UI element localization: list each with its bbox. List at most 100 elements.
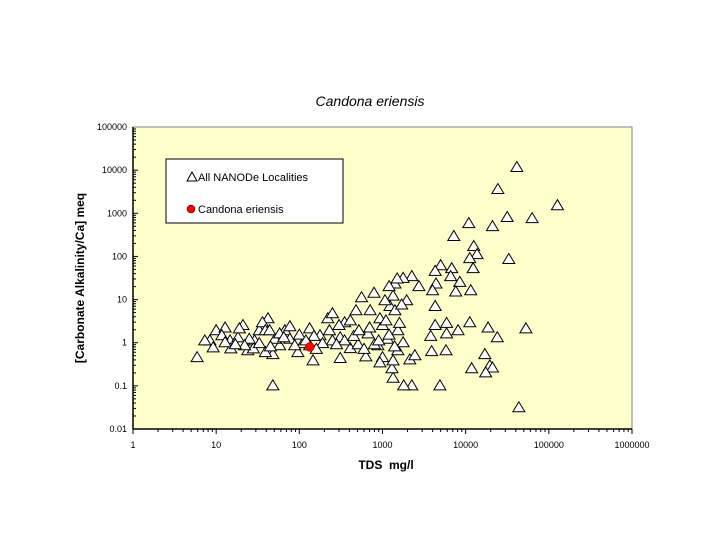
data-point-triangle <box>525 211 540 224</box>
x-tick-label: 1000 <box>372 440 392 450</box>
data-point-triangle <box>382 328 396 340</box>
data-point-triangle <box>306 353 320 366</box>
data-point-triangle <box>387 339 402 352</box>
data-point-triangle <box>287 338 302 351</box>
data-point-triangle <box>258 345 273 358</box>
data-point-triangle <box>462 315 477 328</box>
data-point-triangle <box>425 283 440 296</box>
data-point-triangle <box>237 338 252 351</box>
data-point-triangle <box>363 303 378 316</box>
legend-label-candona: Candona eriensis <box>198 204 284 216</box>
data-point-triangle <box>386 353 400 366</box>
x-axis-label: TDS mg/l <box>358 458 413 472</box>
data-point-triangle <box>485 219 500 232</box>
x-tick-labels: 1 10 100 1000 10000 100000 1000000 <box>130 440 649 450</box>
data-point-triangle <box>404 269 419 282</box>
data-point-triangle <box>462 251 477 264</box>
data-point-triangle <box>218 335 232 348</box>
data-point-triangle <box>446 229 461 241</box>
data-point-triangle <box>197 333 212 346</box>
y-tick-label: 10000 <box>102 165 127 175</box>
data-point-triangle <box>263 339 278 352</box>
data-point-triangle <box>349 303 363 316</box>
data-point-triangle <box>386 371 400 383</box>
data-point-triangle <box>351 323 366 336</box>
data-point-triangle <box>451 323 465 336</box>
data-point-triangle <box>511 400 526 413</box>
data-point-triangle <box>390 323 405 336</box>
data-point-triangle <box>265 378 280 391</box>
x-tick-label: 1 <box>130 440 135 450</box>
data-point-triangle <box>382 279 396 292</box>
data-point-triangle <box>433 258 448 271</box>
y-axis-label: [Carbonate Alkalinity/Ca] meq <box>73 193 87 363</box>
data-point-triangle <box>490 330 505 343</box>
data-point-triangle <box>478 365 493 378</box>
data-point-triangle <box>329 337 344 350</box>
data-point-triangle <box>394 297 409 310</box>
data-point-triangle <box>325 306 340 319</box>
data-point-triangle <box>367 286 381 298</box>
data-point-triangle <box>290 345 305 358</box>
data-point-triangle <box>448 285 463 297</box>
data-point-triangle <box>519 321 533 334</box>
data-point-triangle <box>428 299 443 312</box>
data-point-triangle <box>485 360 500 373</box>
data-point-triangle <box>307 329 321 341</box>
data-point-triangle <box>392 316 407 328</box>
data-point-triangle <box>357 342 371 354</box>
data-point-triangle <box>292 328 307 340</box>
legend: All NANODe Localities Candona eriensis <box>165 158 344 224</box>
data-point-triangle <box>385 361 399 374</box>
data-point-triangle <box>509 160 524 173</box>
x-tick-label: 10000 <box>453 440 478 450</box>
data-point-triangle <box>500 210 515 222</box>
data-point-triangle <box>276 330 291 343</box>
data-point-triangle <box>358 349 373 362</box>
data-point-triangle <box>386 289 400 301</box>
data-point-triangle <box>332 318 346 331</box>
data-point-triangle <box>439 343 453 356</box>
data-point-triangle <box>466 239 481 251</box>
y-tick-label: 1000 <box>107 208 127 218</box>
data-point-triangle <box>232 321 247 334</box>
x-tick-label: 10 <box>211 440 221 450</box>
data-point-triangle <box>461 216 476 229</box>
data-point-triangle <box>228 337 243 350</box>
data-point-triangle <box>390 272 405 284</box>
data-point-triangle <box>477 347 492 360</box>
x-tick-label: 100 <box>292 440 307 450</box>
data-point-triangle <box>470 247 484 260</box>
data-point-triangle <box>396 378 411 391</box>
data-point-triangle <box>252 336 267 349</box>
y-tick-labels: 0.01 0.1 1 10 100 1000 10000 100000 <box>97 122 127 434</box>
data-point-triangle <box>242 332 257 344</box>
data-point-triangle <box>481 320 495 333</box>
data-point-triangle <box>388 303 402 316</box>
data-point-triangle <box>433 378 447 391</box>
data-point-triangle <box>424 344 439 357</box>
data-point-triangle <box>272 338 287 351</box>
data-point-triangle <box>491 182 505 195</box>
chart-title: Candona eriensis <box>316 93 425 109</box>
data-point-triangle <box>452 275 467 287</box>
data-point-triangle <box>407 348 422 361</box>
data-point-triangle <box>302 321 317 334</box>
data-point-triangle <box>361 326 375 339</box>
data-point-triangle <box>550 198 565 211</box>
data-point-triangle <box>190 350 204 363</box>
y-tick-label: 1 <box>122 338 127 348</box>
data-point-triangle <box>423 329 438 341</box>
data-point-triangle <box>262 323 277 336</box>
data-point-triangle <box>464 361 479 374</box>
legend-label-all-localities: All NANODe Localities <box>198 172 309 184</box>
data-point-triangle <box>346 329 361 341</box>
data-point-triangle <box>412 279 426 292</box>
y-tick-label: 100000 <box>97 122 127 132</box>
data-point-triangle <box>443 269 458 282</box>
data-point-triangle <box>463 283 478 296</box>
data-point-triangle <box>428 318 443 331</box>
x-tick-label: 100000 <box>534 440 564 450</box>
data-point-triangle <box>372 355 387 368</box>
